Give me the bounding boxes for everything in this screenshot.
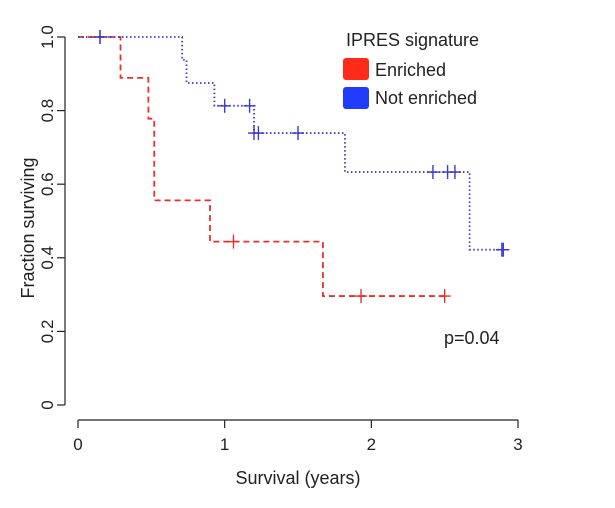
censor-mark-not-enriched xyxy=(497,242,510,257)
censor-mark-not-enriched xyxy=(448,165,461,180)
censor-mark-enriched xyxy=(355,289,368,304)
p-value-annotation: p=0.04 xyxy=(444,328,500,348)
series-not-enriched xyxy=(78,30,510,257)
y-tick-label: 0.6 xyxy=(38,172,57,196)
censor-mark-not-enriched xyxy=(94,30,106,44)
y-tick-label: 1.0 xyxy=(38,25,57,49)
y-ticks: 0 0.2 0.4 0.6 0.8 1.0 xyxy=(38,25,65,410)
survival-curve-not-enriched xyxy=(78,36,504,251)
x-tick-label: 2 xyxy=(367,435,376,454)
y-axis-title: Fraction surviving xyxy=(18,157,38,298)
series-layer xyxy=(78,30,510,304)
x-ticks: 0 1 2 3 xyxy=(73,420,523,454)
censor-mark-enriched xyxy=(438,289,451,304)
x-tick-label: 3 xyxy=(513,435,522,454)
legend-swatch-not-enriched xyxy=(343,87,369,109)
x-tick-label: 0 xyxy=(73,435,82,454)
censor-mark-not-enriched xyxy=(218,98,231,113)
censor-mark-not-enriched xyxy=(292,126,304,141)
censor-mark-enriched xyxy=(227,234,240,249)
y-tick-label: 0.4 xyxy=(38,246,57,270)
censor-mark-not-enriched xyxy=(426,165,439,180)
censor-mark-not-enriched xyxy=(252,126,265,141)
y-tick-label: 0.2 xyxy=(38,320,57,344)
y-tick-label: 0 xyxy=(38,400,57,409)
axes: 0 1 2 3 0 0.2 0.4 0.6 0.8 1.0 xyxy=(38,25,523,454)
x-axis-title: Survival (years) xyxy=(235,468,360,488)
legend-label-enriched: Enriched xyxy=(375,60,446,80)
legend-title: IPRES signature xyxy=(346,30,479,50)
legend: IPRES signature Enriched Not enriched xyxy=(343,30,479,109)
x-tick-label: 1 xyxy=(220,435,229,454)
legend-swatch-enriched xyxy=(343,58,369,80)
legend-label-not-enriched: Not enriched xyxy=(375,88,477,108)
y-tick-label: 0.8 xyxy=(38,99,57,123)
censor-mark-not-enriched xyxy=(243,98,256,113)
